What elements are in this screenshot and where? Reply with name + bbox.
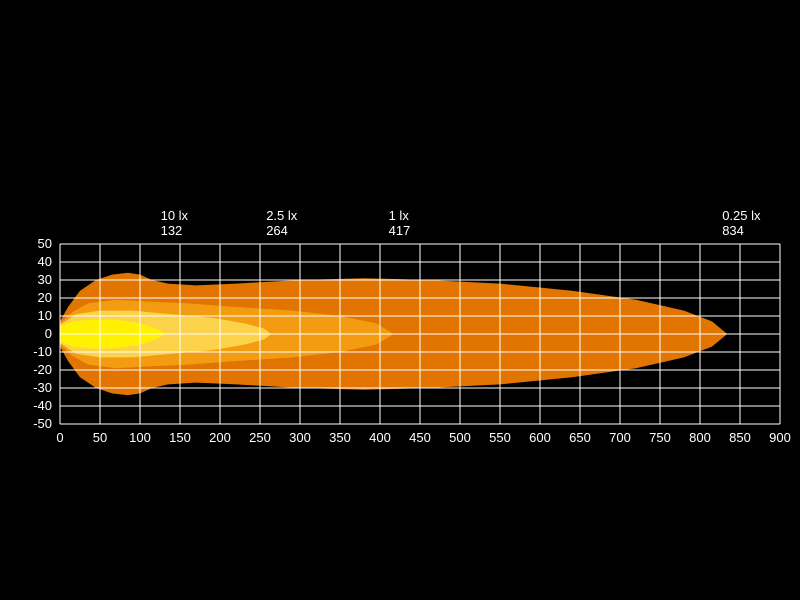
x-tick-label: 200 [209,430,231,445]
x-tick-label: 50 [93,430,107,445]
stage: 0501001502002503003504004505005506006507… [0,0,800,600]
y-tick-label: 50 [38,236,52,251]
x-tick-label: 800 [689,430,711,445]
x-tick-label: 550 [489,430,511,445]
y-tick-label: -50 [33,416,52,431]
annotation: 1 lx 417 [389,208,411,238]
x-tick-label: 900 [769,430,791,445]
y-tick-label: -10 [33,344,52,359]
y-tick-label: 20 [38,290,52,305]
annotation: 0.25 lx 834 [722,208,760,238]
isolux-chart: 0501001502002503003504004505005506006507… [0,0,800,600]
y-tick-label: -30 [33,380,52,395]
y-tick-label: 10 [38,308,52,323]
x-tick-label: 700 [609,430,631,445]
y-tick-label: -20 [33,362,52,377]
x-tick-label: 450 [409,430,431,445]
x-tick-label: 350 [329,430,351,445]
x-tick-label: 250 [249,430,271,445]
y-tick-label: 30 [38,272,52,287]
grid [60,244,780,424]
x-tick-label: 500 [449,430,471,445]
x-tick-label: 850 [729,430,751,445]
y-tick-label: 40 [38,254,52,269]
x-tick-label: 150 [169,430,191,445]
annotation: 10 lx 132 [161,208,188,238]
x-tick-label: 300 [289,430,311,445]
x-tick-label: 750 [649,430,671,445]
x-tick-label: 100 [129,430,151,445]
annotation: 2.5 lx 264 [266,208,297,238]
y-tick-label: -40 [33,398,52,413]
x-tick-label: 600 [529,430,551,445]
x-tick-label: 650 [569,430,591,445]
x-tick-label: 0 [56,430,63,445]
y-tick-label: 0 [45,326,52,341]
x-tick-label: 400 [369,430,391,445]
